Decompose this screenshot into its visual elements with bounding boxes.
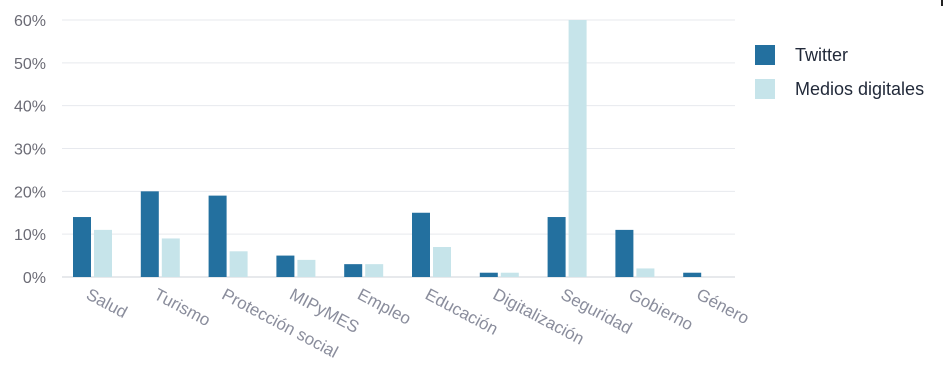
bar-twitter bbox=[344, 264, 363, 277]
gridlines bbox=[62, 19, 735, 278]
x-axis-labels: Salud Turismo Protección socialMIPyMESEmpl… bbox=[83, 285, 752, 362]
y-tick-label: 30% bbox=[14, 142, 46, 159]
x-category-label: Salud bbox=[83, 285, 130, 322]
bar-twitter bbox=[412, 212, 430, 277]
x-category-label: Protección social bbox=[219, 285, 341, 362]
bar-twitter bbox=[208, 195, 227, 277]
legend: Twitter Medios digitales bbox=[755, 38, 924, 106]
corner-mark bbox=[941, 0, 943, 6]
legend-label-twitter: Twitter bbox=[795, 44, 849, 65]
y-tick-label: 40% bbox=[14, 99, 46, 116]
y-tick-label: 10% bbox=[14, 227, 46, 244]
bar-medios-digitales bbox=[94, 229, 112, 277]
y-tick-label: 50% bbox=[14, 56, 46, 73]
x-category-label: Educación bbox=[422, 285, 501, 339]
bar-medios-digitales bbox=[568, 20, 587, 277]
bar-twitter bbox=[140, 191, 159, 277]
legend-label-medios-digitales: Medios digitales bbox=[795, 78, 925, 99]
bar-medios-digitales bbox=[229, 251, 248, 277]
bar-medios-digitales bbox=[636, 268, 655, 277]
legend-swatch-twitter bbox=[755, 45, 775, 65]
bar-twitter bbox=[547, 217, 566, 277]
x-category-label: Turismo bbox=[151, 285, 214, 330]
bar-twitter bbox=[615, 229, 634, 277]
bar-twitter bbox=[479, 272, 498, 277]
bars bbox=[73, 20, 702, 277]
y-tick-label: 60% bbox=[14, 13, 46, 30]
legend-item-twitter: Twitter bbox=[755, 38, 924, 72]
y-tick-label: 0% bbox=[23, 270, 46, 287]
x-category-label: Empleo bbox=[354, 285, 414, 329]
bar-medios-digitales bbox=[365, 264, 384, 277]
bar-medios-digitales bbox=[161, 238, 180, 277]
legend-swatch-medios-digitales bbox=[755, 79, 775, 99]
x-category-label: Gobierno bbox=[626, 285, 697, 335]
x-category-label: Género bbox=[693, 285, 752, 328]
legend-item-medios-digitales: Medios digitales bbox=[755, 72, 924, 106]
bar-medios-digitales bbox=[433, 247, 451, 277]
bar-twitter bbox=[276, 255, 295, 277]
y-tick-label: 20% bbox=[14, 184, 46, 201]
bar-medios-digitales bbox=[500, 272, 519, 277]
bar-medios-digitales bbox=[297, 259, 316, 277]
y-axis-ticks: 0% 10% 20% 30% 40% 50% 60% bbox=[14, 13, 46, 287]
bar-twitter bbox=[683, 272, 702, 277]
bar-twitter bbox=[73, 217, 91, 277]
